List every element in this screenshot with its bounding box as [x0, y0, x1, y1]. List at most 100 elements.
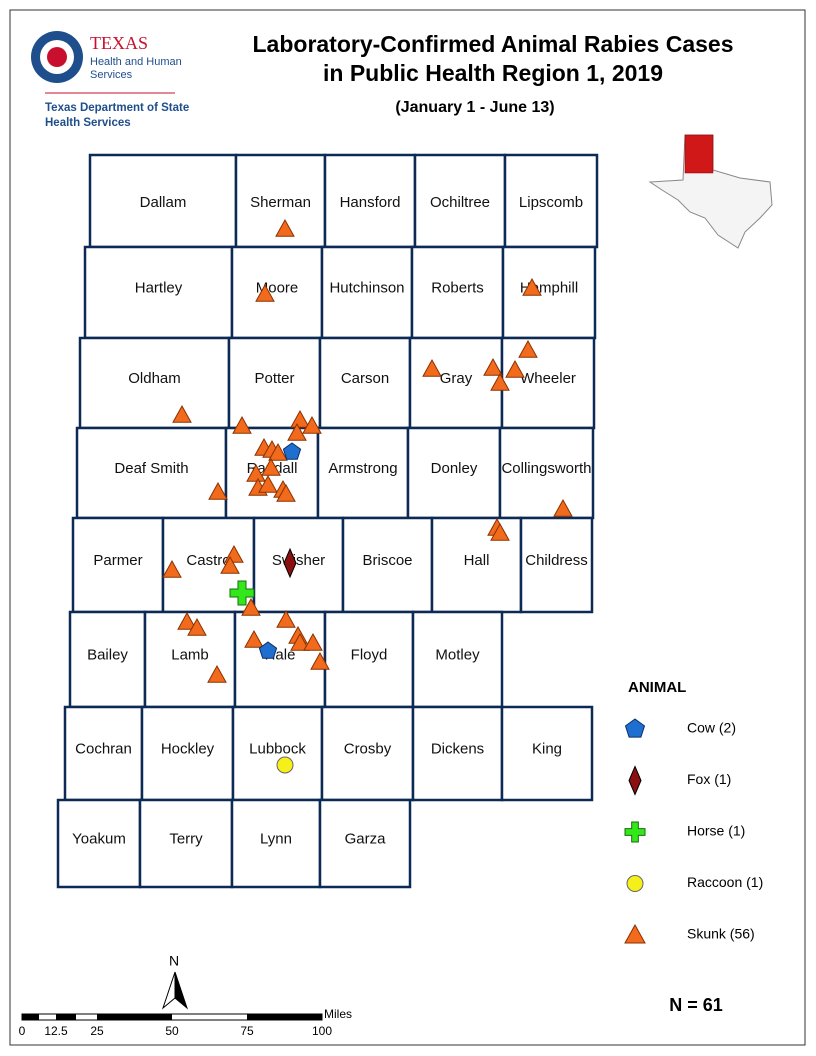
county-label: Swisher [272, 552, 325, 569]
county-boundary [341, 516, 434, 614]
county-label: Gray [440, 370, 473, 387]
texas-outline [648, 134, 773, 249]
total-count: N = 61 [669, 995, 723, 1015]
skunk-marker [232, 415, 252, 434]
scale-label: 0 [19, 1024, 26, 1038]
north-arrow: N [161, 953, 189, 1010]
skunk-marker [302, 415, 322, 434]
skunk-marker [310, 651, 330, 670]
county-label: Parmer [93, 552, 142, 569]
cow-marker [282, 442, 302, 460]
county-boundary [519, 516, 594, 614]
title: Laboratory-Confirmed Animal Rabies Cases [253, 31, 734, 57]
skunk-marker [624, 923, 646, 944]
scale-segment [247, 1014, 322, 1020]
county-label: Dickens [431, 740, 484, 757]
county-label: Childress [525, 552, 588, 569]
county-label: Yoakum [72, 830, 126, 847]
title: in Public Health Region 1, 2019 [323, 60, 663, 86]
county-label: Hutchinson [329, 279, 404, 296]
skunk-marker [553, 498, 573, 517]
legend-label: Horse (1) [687, 823, 745, 839]
county-label: Hockley [161, 740, 215, 757]
county-boundary [498, 426, 595, 520]
county-label: Briscoe [362, 552, 412, 569]
texas-inset [648, 134, 773, 249]
county-boundary [411, 610, 504, 709]
north-label: N [169, 953, 179, 969]
skunk-marker [241, 597, 261, 616]
county-label: Carson [341, 370, 389, 387]
skunk-marker [422, 358, 442, 377]
county-label: Lamb [171, 646, 209, 663]
county-label: Garza [345, 830, 387, 847]
skunk-marker [244, 629, 264, 648]
county-label: Wheeler [520, 370, 576, 387]
skunk-marker [207, 664, 227, 683]
county-label: Dallam [140, 194, 187, 211]
fox-marker [628, 765, 642, 796]
fox-marker [283, 547, 297, 579]
county-label: Hall [464, 552, 490, 569]
skunk-marker [261, 457, 281, 476]
county-boundary [408, 336, 504, 430]
county-label: Crosby [344, 740, 392, 757]
skunk-marker [483, 357, 503, 376]
county-boundary [323, 610, 415, 709]
skunk-marker [162, 559, 182, 578]
scale-label: 25 [90, 1024, 104, 1038]
county-boundary [500, 705, 594, 802]
legend-label: Fox (1) [687, 771, 731, 787]
county-boundary [230, 245, 324, 340]
county-label: Castro [186, 552, 230, 569]
skunk-marker [172, 404, 192, 423]
scale-segment [97, 1014, 172, 1020]
legend-label: Cow (2) [687, 720, 736, 736]
county-label: Hansford [340, 194, 401, 211]
county-label: Bailey [87, 646, 128, 663]
county-boundary [230, 798, 322, 889]
county-label: Donley [431, 460, 478, 477]
county-boundary [78, 336, 231, 430]
county-label: Hartley [135, 279, 183, 296]
county-label: Terry [169, 830, 203, 847]
north-arrow-right [174, 971, 189, 1010]
agency-text: Health Services [45, 117, 131, 129]
county-label: Roberts [431, 279, 484, 296]
skunk-marker [518, 339, 538, 358]
skunk-marker [246, 463, 266, 482]
skunk-marker [287, 422, 307, 441]
skunk-marker [522, 277, 542, 296]
raccoon-marker [276, 756, 294, 774]
subtitle: (January 1 - June 13) [395, 99, 554, 116]
scale-label: 75 [240, 1024, 254, 1038]
skunk-marker [276, 609, 296, 628]
scale-label: 12.5 [44, 1024, 68, 1038]
county-boundary [413, 153, 507, 249]
logo-text: Health and Human [90, 56, 182, 68]
county-boundary [75, 426, 228, 520]
skunk-marker [208, 481, 228, 500]
skunk-marker [275, 218, 295, 237]
horse-marker [229, 580, 255, 606]
skunk-marker [177, 611, 197, 630]
county-label: Floyd [351, 646, 388, 663]
skunk-marker [290, 632, 310, 651]
skunk-marker [505, 359, 525, 378]
legend-label: Skunk (56) [687, 926, 755, 942]
scale-segment [22, 1014, 39, 1020]
scale-label: 100 [312, 1024, 332, 1038]
legend-label: Raccoon (1) [687, 874, 763, 890]
skunk-marker [303, 632, 323, 651]
logo-text: Services [90, 69, 133, 81]
county-label: Lynn [260, 830, 292, 847]
county-label: King [532, 740, 562, 757]
skunk-marker [268, 442, 288, 461]
raccoon-marker [626, 875, 644, 892]
county-boundary [323, 153, 417, 249]
county-boundary [71, 516, 165, 614]
region-highlight [684, 134, 714, 174]
scale-segment [56, 1014, 76, 1020]
cow-marker [258, 641, 278, 659]
